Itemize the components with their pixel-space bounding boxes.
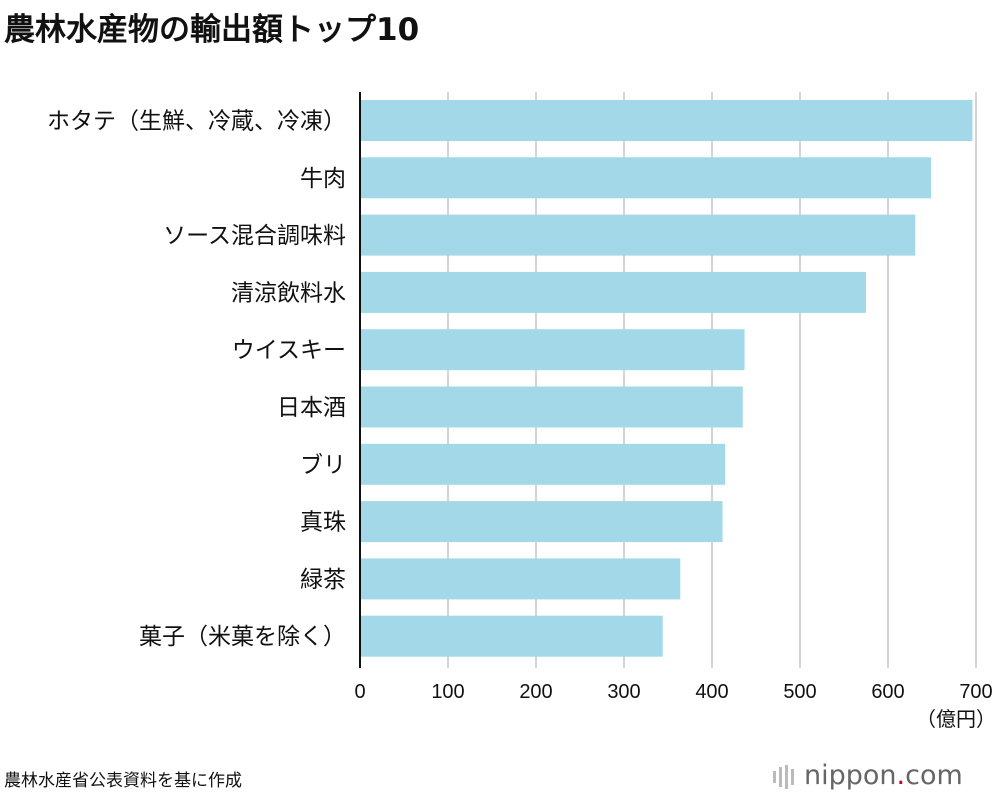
- bar: [360, 558, 681, 600]
- bar: [360, 443, 726, 485]
- category-label: 日本酒: [277, 395, 346, 421]
- chart-title: 農林水産物の輸出額トップ10: [4, 12, 420, 48]
- bar: [360, 214, 916, 256]
- bar: [360, 329, 745, 371]
- logo-text: nippon: [804, 760, 897, 791]
- x-axis-unit: （億円）: [916, 707, 996, 731]
- bar: [360, 501, 723, 543]
- bar: [360, 615, 663, 657]
- bar: [360, 386, 743, 428]
- x-tick-label: 400: [695, 681, 728, 703]
- category-label: 清涼飲料水: [231, 280, 346, 306]
- x-tick-label: 300: [607, 681, 640, 703]
- x-tick-label: 700: [959, 681, 992, 703]
- logo-tail: com: [905, 760, 963, 791]
- source-note: 農林水産省公表資料を基に作成: [4, 771, 242, 791]
- bar: [360, 271, 866, 313]
- category-label: 真珠: [300, 510, 346, 536]
- nippon-logo: nippon. com: [772, 760, 963, 791]
- bar: [360, 100, 973, 141]
- category-label: 緑茶: [300, 567, 346, 593]
- category-label: 牛肉: [300, 166, 346, 192]
- category-label: ホタテ（生鮮、冷蔵、冷凍）: [47, 109, 346, 135]
- category-label: ウイスキー: [232, 338, 346, 364]
- x-tick-label: 0: [354, 681, 365, 703]
- x-tick-label: 100: [431, 681, 464, 703]
- category-label: ソース混合調味料: [163, 223, 346, 249]
- logo-dot: .: [896, 760, 906, 791]
- bar: [360, 157, 932, 199]
- logo-bars-icon: [773, 764, 794, 789]
- category-label: ブリ: [300, 452, 346, 478]
- x-tick-label: 600: [871, 681, 904, 703]
- x-tick-label: 200: [519, 681, 552, 703]
- x-tick-label: 500: [783, 681, 816, 703]
- category-label: 菓子（米菓を除く）: [139, 624, 346, 650]
